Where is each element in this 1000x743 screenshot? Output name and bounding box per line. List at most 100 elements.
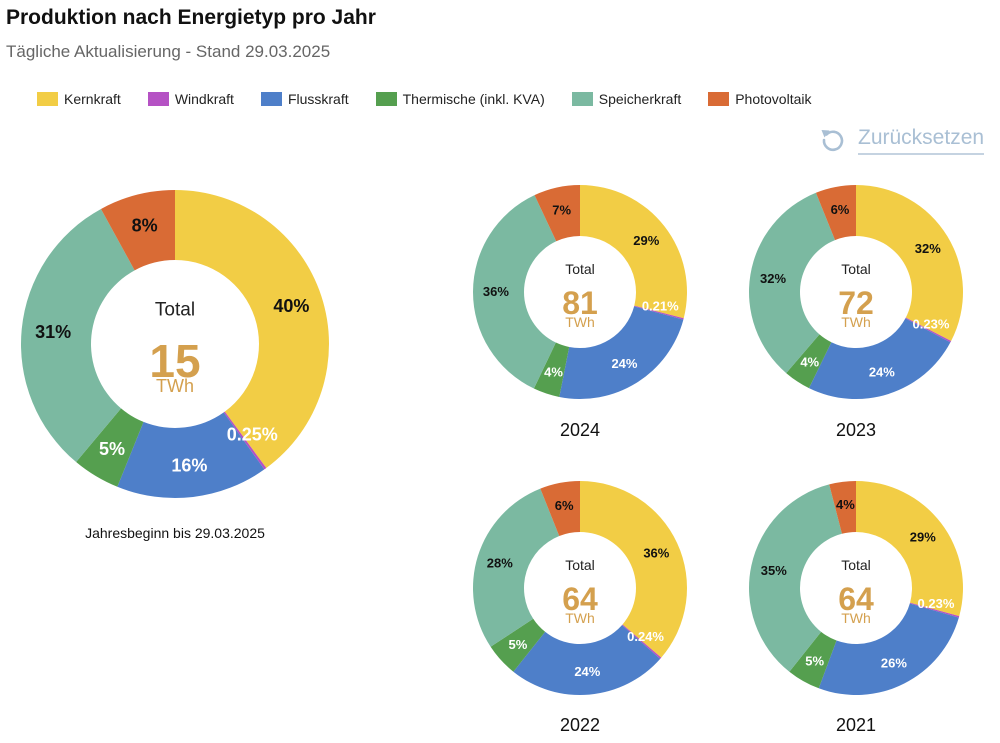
slice-photovoltaik[interactable] [815,185,856,241]
slice-flusskraft[interactable] [818,603,959,695]
reset-button[interactable]: Zurücksetzen [818,124,985,155]
slice-label-photovoltaik: 6% [555,498,574,513]
legend-swatch [708,92,730,106]
slice-photovoltaik[interactable] [100,190,175,271]
legend-item-windkraft[interactable]: Windkraft [147,91,234,107]
slice-label-windkraft: 0.24% [627,629,664,644]
slice-kernkraft[interactable] [856,481,963,617]
slice-label-windkraft: 0.21% [642,299,679,314]
slice-label-photovoltaik: 6% [831,202,850,217]
slice-label-speicherkraft: 35% [761,563,787,578]
slice-kernkraft[interactable] [580,481,687,658]
slice-label-thermische-inkl-kva: 5% [99,439,125,459]
center-total-value: 81 [562,285,598,321]
center-total-label: Total [565,557,595,573]
legend-label: Thermische (inkl. KVA) [402,91,545,107]
slice-windkraft[interactable] [909,602,960,618]
chart-caption: 2023 [836,420,876,440]
slice-label-photovoltaik: 7% [552,202,571,217]
slice-label-windkraft: 0.23% [913,316,950,331]
slice-label-photovoltaik: 8% [132,215,158,235]
slice-windkraft[interactable] [634,305,684,320]
center-unit: TWh [841,610,871,626]
center-total-label: Total [565,261,595,277]
center-unit: TWh [841,314,871,330]
slice-label-kernkraft: 32% [915,241,941,256]
slice-label-flusskraft: 26% [881,656,907,671]
slice-flusskraft[interactable] [559,306,684,399]
slice-label-kernkraft: 36% [643,545,669,560]
legend-swatch [571,92,593,106]
legend-item-speicherkraft[interactable]: Speicherkraft [571,91,681,107]
slice-kernkraft[interactable] [856,185,963,342]
center-unit: TWh [156,376,194,396]
slice-windkraft[interactable] [621,624,662,659]
center-total-label: Total [841,261,871,277]
slice-label-photovoltaik: 4% [836,497,855,512]
slice-speicherkraft[interactable] [472,195,557,389]
slice-label-speicherkraft: 32% [760,271,786,286]
chart-caption: Jahresbeginn bis 29.03.2025 [85,525,265,541]
chart-legend: Kernkraft Windkraft Flusskraft Thermisch… [37,91,839,107]
legend-label: Windkraft [174,91,234,107]
slice-thermische-inkl-kva[interactable] [490,618,546,672]
legend-swatch [260,92,282,106]
slice-label-speicherkraft: 36% [483,284,509,299]
slice-label-flusskraft: 16% [171,456,207,476]
slice-label-flusskraft: 24% [574,664,600,679]
slice-thermische-inkl-kva[interactable] [533,342,570,397]
slice-flusskraft[interactable] [513,625,661,695]
legend-swatch [147,92,169,106]
slice-flusskraft[interactable] [808,318,951,399]
page-subtitle: Tägliche Aktualisierung - Stand 29.03.20… [6,42,331,61]
legend-item-kernkraft[interactable]: Kernkraft [37,91,121,107]
slice-photovoltaik[interactable] [540,481,580,536]
slice-kernkraft[interactable] [175,189,330,469]
slice-label-thermische-inkl-kva: 4% [800,355,819,370]
page-title: Produktion nach Energietyp pro Jahr [6,6,376,29]
slice-speicherkraft[interactable] [748,484,842,672]
slice-label-speicherkraft: 31% [35,322,71,342]
slice-windkraft[interactable] [905,317,952,343]
slice-photovoltaik[interactable] [829,481,856,534]
legend-label: Flusskraft [287,91,349,107]
center-total-label: Total [841,557,871,573]
slice-label-kernkraft: 40% [273,296,309,316]
slice-kernkraft[interactable] [580,185,687,319]
slice-speicherkraft[interactable] [749,192,836,374]
slice-windkraft[interactable] [223,411,267,470]
legend-item-thermische[interactable]: Thermische (inkl. KVA) [375,91,545,107]
legend-item-flusskraft[interactable]: Flusskraft [260,91,349,107]
slice-label-thermische-inkl-kva: 5% [805,654,824,669]
slice-speicherkraft[interactable] [21,208,135,463]
slice-thermische-inkl-kva[interactable] [789,631,837,689]
reset-label: Zurücksetzen [858,126,985,155]
slice-thermische-inkl-kva[interactable] [76,408,144,487]
slice-label-windkraft: 0.25% [227,424,278,444]
chart-caption: 2024 [560,420,600,440]
legend-label: Kernkraft [64,91,121,107]
legend-item-photovoltaik[interactable]: Photovoltaik [708,91,812,107]
slice-speicherkraft[interactable] [473,488,560,647]
slice-label-kernkraft: 29% [633,233,659,248]
center-unit: TWh [565,610,595,626]
center-total-value: 15 [149,335,200,387]
center-total-label: Total [155,300,195,321]
chart-caption: 2022 [560,715,600,735]
center-unit: TWh [565,314,595,330]
slice-label-flusskraft: 24% [869,364,895,379]
slice-photovoltaik[interactable] [534,185,580,242]
reset-icon [821,129,844,151]
slice-label-kernkraft: 29% [910,529,936,544]
slice-label-thermische-inkl-kva: 5% [509,637,528,652]
slice-label-thermische-inkl-kva: 4% [544,364,563,379]
slice-thermische-inkl-kva[interactable] [786,334,832,389]
slice-flusskraft[interactable] [117,412,265,498]
slice-label-flusskraft: 24% [611,356,637,371]
center-total-value: 72 [838,285,874,321]
